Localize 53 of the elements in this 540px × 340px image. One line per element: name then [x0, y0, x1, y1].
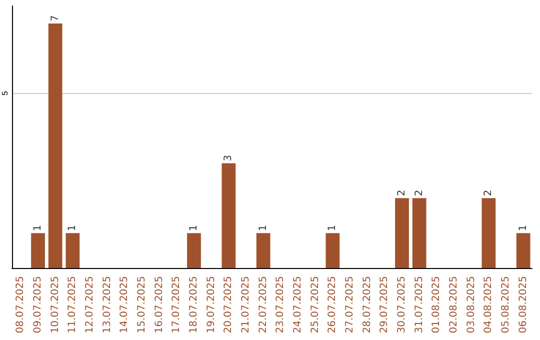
bar [222, 163, 236, 268]
x-tick-label: 25.07.2025 [310, 276, 321, 334]
x-tick-label: 26.07.2025 [327, 276, 338, 334]
x-tick-label: 05.08.2025 [500, 276, 512, 334]
x-tick-label: 13.07.2025 [102, 276, 113, 334]
x-tick-label: 02.08.2025 [448, 276, 460, 334]
x-tick-label: 20.07.2025 [223, 276, 234, 334]
data-label: 1 [327, 224, 338, 232]
bar [187, 233, 201, 268]
x-tick-label: 01.08.2025 [431, 276, 442, 334]
bar [31, 233, 45, 268]
x-tick-label: 31.07.2025 [414, 276, 425, 334]
x-tick-label: 19.07.2025 [206, 276, 217, 334]
data-label: 3 [223, 154, 234, 162]
data-label: 2 [483, 190, 494, 196]
x-tick-label: 28.07.2025 [362, 276, 373, 334]
data-label: 1 [258, 224, 269, 232]
x-tick-label: 16.07.2025 [154, 276, 165, 334]
data-label: 1 [67, 224, 78, 232]
x-tick-label: 17.07.2025 [171, 276, 182, 334]
x-tick-label: 24.07.2025 [292, 276, 304, 334]
x-tick-label: 21.07.2025 [240, 276, 252, 334]
x-tick-label: 30.07.2025 [396, 276, 408, 334]
bar [412, 198, 426, 268]
bar [66, 233, 80, 268]
x-tick-label: 22.07.2025 [258, 276, 269, 334]
x-tick-label: 14.07.2025 [119, 276, 130, 334]
y-tick-label: 5 [0, 90, 10, 96]
x-tick-label: 03.08.2025 [466, 276, 477, 334]
x-tick-label: 29.07.2025 [379, 276, 390, 334]
bar [48, 23, 62, 268]
x-tick-label: 10.07.2025 [50, 276, 61, 334]
bar [395, 198, 409, 268]
x-tick-label: 08.07.2025 [15, 276, 26, 334]
x-tick-label: 18.07.2025 [188, 276, 200, 334]
data-label: 1 [188, 224, 200, 232]
bar [516, 233, 530, 268]
x-tick-label: 12.07.2025 [84, 276, 96, 334]
x-tick-label: 06.08.2025 [518, 276, 529, 334]
data-label: 1 [32, 224, 44, 232]
data-label: 2 [414, 190, 425, 196]
data-label: 7 [50, 15, 61, 22]
x-tick-label: 09.07.2025 [32, 276, 44, 334]
bar [482, 198, 496, 268]
x-tick-label: 04.08.2025 [483, 276, 494, 334]
data-label: 1 [518, 224, 529, 232]
x-tick-label: 23.07.2025 [275, 276, 286, 334]
bar [326, 233, 340, 268]
x-tick-label: 27.07.2025 [344, 276, 356, 334]
data-label: 2 [396, 190, 408, 196]
x-tick-label: 11.07.2025 [67, 276, 78, 334]
x-tick-label: 15.07.2025 [136, 276, 148, 334]
bar [256, 233, 270, 268]
